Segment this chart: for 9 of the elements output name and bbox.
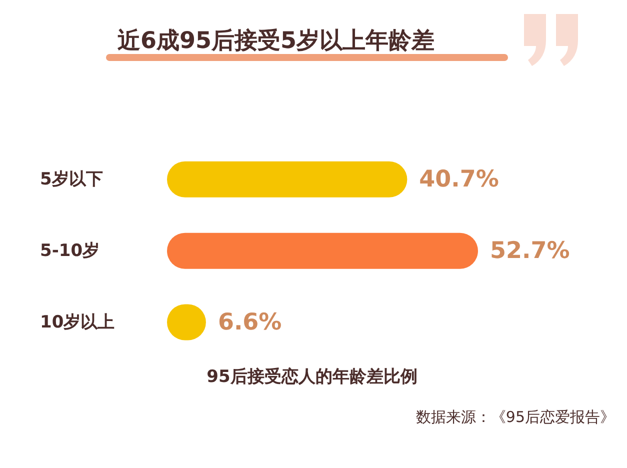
- source-note: 数据来源：《95后恋爱报告》: [416, 408, 615, 426]
- y-tick-label: 5-10岁: [40, 240, 100, 261]
- y-tick-label: 5岁以下: [40, 169, 103, 190]
- x-axis-title: 95后接受恋人的年龄差比例: [206, 367, 418, 387]
- data-label: 40.7%: [419, 166, 499, 192]
- chart-title: 近6成95后接受5岁以上年龄差: [116, 28, 435, 54]
- y-tick-label: 10岁以上: [40, 312, 115, 332]
- data-label: 6.6%: [218, 309, 282, 336]
- data-label: 52.7%: [490, 238, 570, 264]
